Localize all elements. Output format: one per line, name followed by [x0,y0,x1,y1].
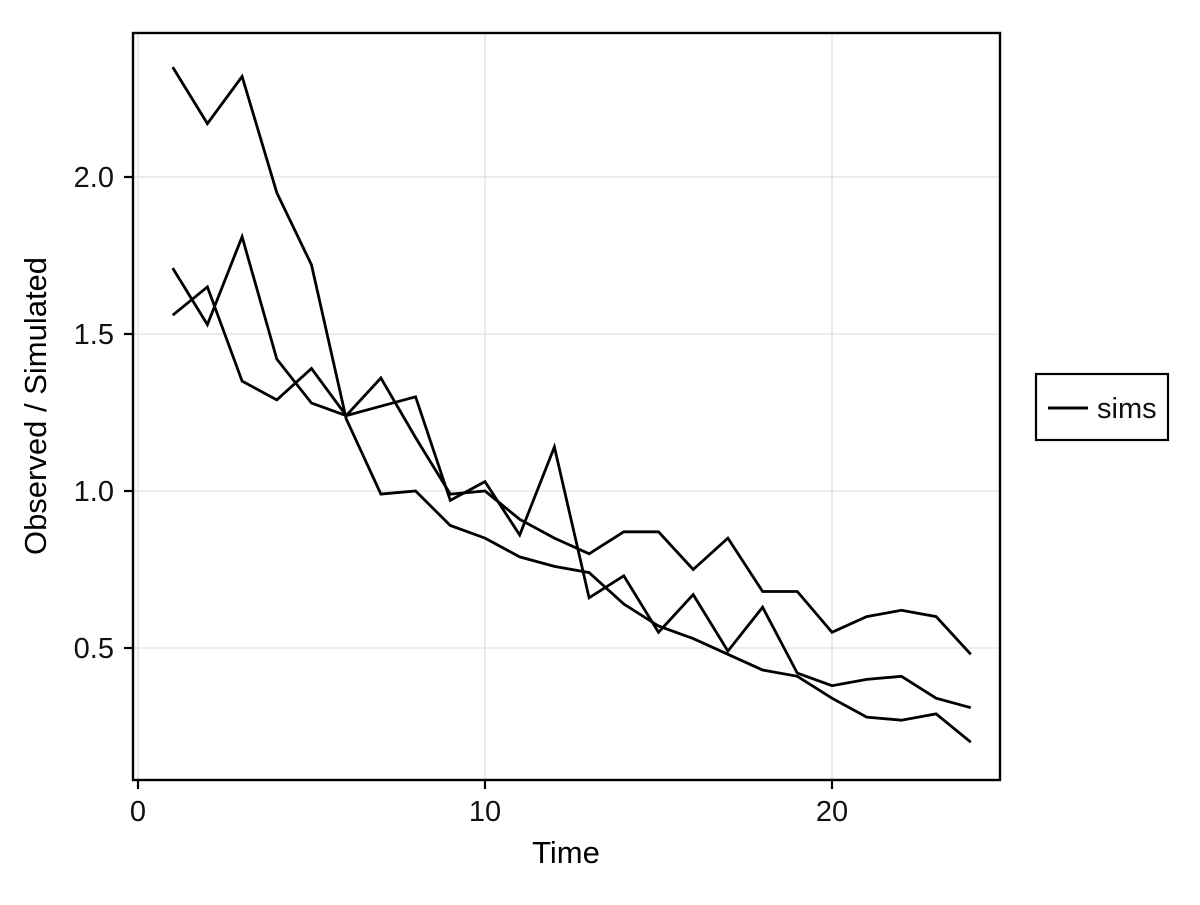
series-group [171,66,972,744]
x-axis-ticks: 0 10 20 [130,780,848,828]
series-line-sim-1 [171,66,972,744]
panel-border [131,31,1002,782]
panel-background [133,33,1000,780]
y-axis-title: Observed / Simulated [18,257,53,555]
legend: sims [1034,372,1170,442]
y-tick-label-2.0: 2.0 [74,162,114,194]
y-tick-label-1.0: 1.0 [74,476,114,508]
x-tick-label-10: 10 [469,796,501,828]
y-tick-label-0.5: 0.5 [74,633,114,665]
x-tick-label-0: 0 [130,796,146,828]
x-axis-title: Time [532,835,600,870]
x-tick-label-20: 20 [816,796,848,828]
series-line-sim-2 [171,232,972,656]
y-tick-label-1.5: 1.5 [74,319,114,351]
series-line-sim-3 [171,284,972,710]
gridlines [133,33,1000,780]
legend-label: sims [1097,393,1157,425]
y-axis-ticks: 0.5 1.0 1.5 2.0 [74,162,133,665]
